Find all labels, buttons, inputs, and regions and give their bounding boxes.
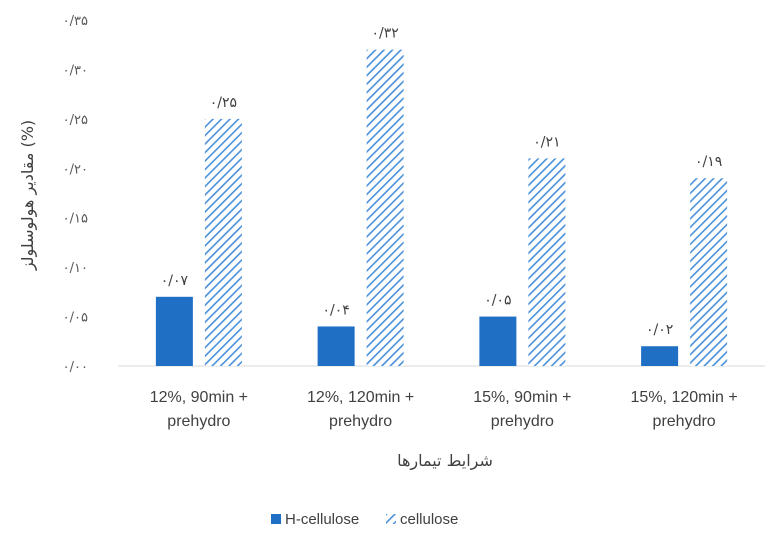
bar-cellulose bbox=[366, 49, 404, 367]
y-tick-label: ۰/۰۵ bbox=[63, 311, 88, 326]
y-tick-label: ۰/۲۰ bbox=[63, 162, 88, 177]
data-label: ۰/۲۱ bbox=[533, 134, 560, 150]
bar-h-cellulose bbox=[641, 346, 679, 366]
category-label: prehydro bbox=[329, 413, 392, 430]
bars bbox=[155, 49, 728, 367]
x-axis-title: شرایط تیمارها bbox=[397, 451, 493, 471]
y-tick-label: ۰/۰۰ bbox=[63, 360, 88, 375]
category-label: 15%, 120min + bbox=[631, 389, 738, 406]
legend-swatch bbox=[271, 514, 281, 524]
category-label: 12%, 120min + bbox=[307, 389, 414, 406]
data-label: ۰/۰۷ bbox=[161, 273, 189, 289]
data-label: ۰/۰۴ bbox=[322, 302, 349, 318]
bar-cellulose bbox=[528, 158, 566, 366]
y-tick-label: ۰/۱۰ bbox=[63, 261, 88, 276]
y-axis-ticks: ۰/۰۰ ۰/۰۵ ۰/۱۰ ۰/۱۵ ۰/۲۰ ۰/۲۵ ۰/۳۰ ۰/۳۵ bbox=[63, 14, 88, 375]
category-label: prehydro bbox=[491, 413, 554, 430]
category-labels: 12%, 90min + prehydro 12%, 120min + prehydr… bbox=[150, 389, 738, 430]
category-label: prehydro bbox=[167, 413, 230, 430]
y-axis-title: مقادیر هولوسلولز (%) bbox=[18, 120, 38, 271]
category-label: 15%, 90min + bbox=[473, 389, 571, 406]
y-tick-label: ۰/۳۵ bbox=[63, 14, 88, 29]
data-label: ۰/۲۵ bbox=[210, 95, 237, 111]
data-label: ۰/۳۲ bbox=[371, 26, 398, 42]
data-label: ۰/۱۹ bbox=[695, 154, 722, 170]
legend-label: H-cellulose bbox=[285, 511, 359, 528]
y-tick-label: ۰/۳۰ bbox=[63, 63, 88, 78]
y-tick-label: ۰/۱۵ bbox=[63, 212, 88, 227]
legend: H-cellulose cellulose bbox=[271, 511, 458, 528]
legend-label: cellulose bbox=[400, 511, 458, 528]
y-tick-label: ۰/۲۵ bbox=[63, 113, 88, 128]
category-label: prehydro bbox=[653, 413, 716, 430]
data-labels: ۰/۰۷ ۰/۲۵ ۰/۰۴ ۰/۳۲ ۰/۰۵ ۰/۲۱ ۰/۰۲ ۰/۱۹ bbox=[161, 26, 723, 339]
bar-cellulose bbox=[204, 118, 242, 366]
bar-h-cellulose bbox=[479, 316, 517, 366]
legend-swatch bbox=[386, 514, 396, 524]
data-label: ۰/۰۵ bbox=[484, 293, 511, 309]
bar-cellulose bbox=[690, 178, 728, 366]
bar-h-cellulose bbox=[155, 296, 193, 366]
data-label: ۰/۰۲ bbox=[646, 322, 673, 338]
bar-h-cellulose bbox=[317, 326, 355, 366]
category-label: 12%, 90min + bbox=[150, 389, 248, 406]
